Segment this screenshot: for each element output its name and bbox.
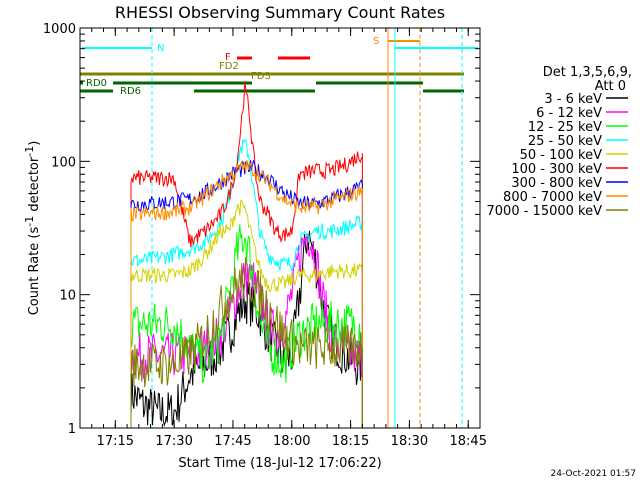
- x-tick-label: 18:00: [273, 434, 310, 449]
- legend-header-detectors: Det 1,3,5,6,9,: [543, 65, 632, 80]
- x-tick-label: 17:30: [155, 434, 192, 449]
- legend-label: 300 - 800 keV: [511, 176, 602, 191]
- flag-label-n: N: [157, 43, 164, 54]
- y-tick-label: 100: [51, 155, 76, 170]
- y-tick-label: 10: [59, 289, 76, 304]
- x-tick-label: 18:15: [332, 434, 369, 449]
- legend-label: 100 - 300 keV: [511, 162, 602, 177]
- series-line-7: [130, 159, 363, 428]
- x-tick-label: 17:15: [97, 434, 134, 449]
- x-tick-label: 17:45: [214, 434, 251, 449]
- y-axis: 1 10 100 1000: [43, 22, 480, 437]
- y-axis-label: Count Rate (s-1 detector-1): [23, 141, 42, 316]
- flag-label-fd3: FD3: [251, 71, 271, 82]
- series-line-2: [130, 224, 363, 428]
- x-axis-label: Start Time (18-Jul-12 17:06:22): [178, 456, 381, 471]
- legend-label: 50 - 100 keV: [520, 148, 603, 163]
- x-tick-label: 18:45: [450, 434, 487, 449]
- chart-title: RHESSI Observing Summary Count Rates: [115, 3, 445, 22]
- flag-label-s: S: [373, 36, 379, 47]
- flag-label-rd0: RD0: [86, 78, 107, 89]
- series-line-4: [130, 199, 363, 428]
- series-layer: [130, 81, 363, 428]
- flag-label-fd2: FD2: [219, 61, 239, 72]
- legend-label: 25 - 50 keV: [528, 134, 602, 149]
- generation-timestamp: 24-Oct-2021 01:57: [551, 469, 636, 479]
- legend-label: 800 - 7000 keV: [503, 190, 602, 205]
- series-line-3: [130, 138, 363, 428]
- flag-label-f: F: [225, 52, 231, 63]
- y-tick-label: 1000: [43, 22, 76, 37]
- legend-label: 12 - 25 keV: [528, 120, 602, 135]
- series-line-8: [130, 258, 363, 428]
- y-tick-label: 1: [68, 422, 76, 437]
- series-line-5: [130, 81, 363, 428]
- legend-label: 6 - 12 keV: [536, 106, 602, 121]
- legend-header-attenuator: Att 0: [595, 79, 626, 94]
- legend-label: 3 - 6 keV: [544, 92, 602, 107]
- x-tick-label: 18:30: [391, 434, 428, 449]
- x-axis: 17:15 17:30 17:45 18:00 18:15 18:30 18:45: [79, 28, 487, 449]
- flag-label-rd6: RD6: [120, 86, 141, 97]
- legend-label: 7000 - 15000 keV: [487, 204, 603, 219]
